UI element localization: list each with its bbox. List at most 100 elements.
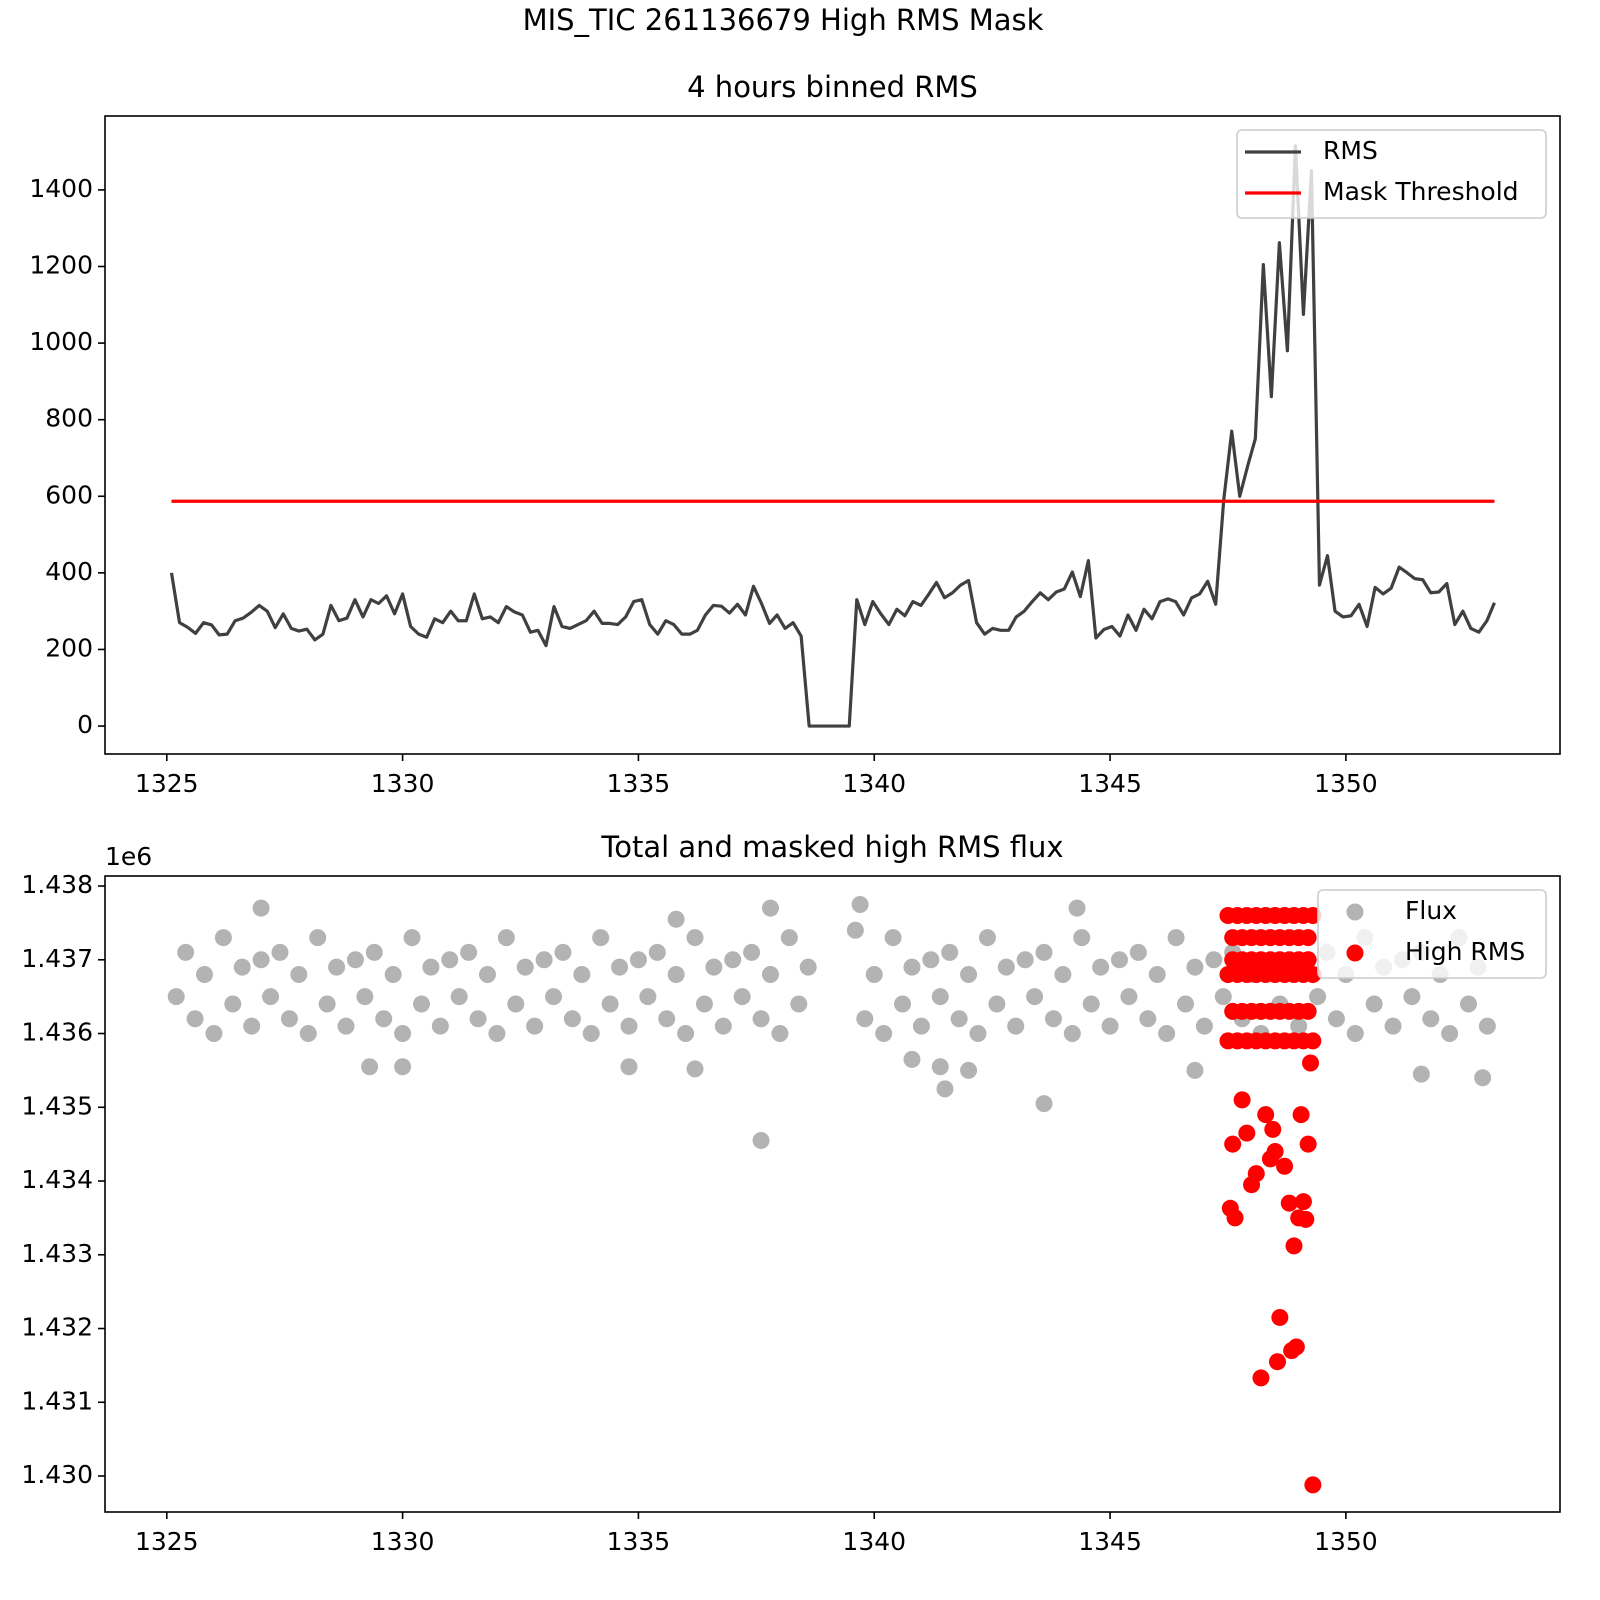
scatter-point bbox=[1285, 1237, 1303, 1255]
scatter-point bbox=[950, 1010, 968, 1028]
scatter-point bbox=[507, 995, 525, 1013]
y-tick-label: 600 bbox=[45, 480, 93, 509]
scatter-point bbox=[545, 988, 563, 1006]
scatter-point bbox=[1297, 1210, 1315, 1228]
scatter-point bbox=[695, 995, 713, 1013]
scatter-point bbox=[214, 929, 232, 947]
scatter-point bbox=[328, 958, 346, 976]
scatter-point bbox=[780, 929, 798, 947]
scatter-point bbox=[1177, 995, 1195, 1013]
scatter-point bbox=[1403, 988, 1421, 1006]
scatter-point bbox=[280, 1010, 298, 1028]
scatter-point bbox=[1205, 951, 1223, 969]
axes-frame bbox=[104, 875, 1561, 1513]
scatter-point bbox=[365, 943, 383, 961]
scatter-point bbox=[224, 995, 242, 1013]
y-tick-label: 1400 bbox=[29, 174, 93, 203]
scatter-point bbox=[1304, 966, 1322, 984]
y-tick-label: 800 bbox=[45, 404, 93, 433]
scatter-point bbox=[582, 1025, 600, 1043]
scatter-point bbox=[1384, 1017, 1402, 1035]
legend-label: RMS bbox=[1323, 136, 1378, 165]
scatter-point bbox=[724, 951, 742, 969]
y-tick-label: 1.433 bbox=[21, 1239, 93, 1268]
scatter-point bbox=[851, 895, 869, 913]
scatter-point bbox=[1224, 1135, 1242, 1153]
x-tick-label: 1325 bbox=[135, 769, 199, 798]
scatter-point bbox=[1302, 1054, 1320, 1072]
scatter-point bbox=[1068, 899, 1086, 917]
scatter-point bbox=[705, 958, 723, 976]
scatter-point bbox=[997, 958, 1015, 976]
scatter-point bbox=[1195, 1017, 1213, 1035]
scatter-point bbox=[846, 921, 864, 939]
scatter-point bbox=[639, 988, 657, 1006]
y-tick-label: 1.435 bbox=[21, 1091, 93, 1120]
scatter-point bbox=[252, 899, 270, 917]
legend-swatch bbox=[1346, 903, 1364, 921]
scatter-point bbox=[894, 995, 912, 1013]
scatter-point bbox=[941, 943, 959, 961]
scatter-point bbox=[290, 966, 308, 984]
scatter-point bbox=[1082, 995, 1100, 1013]
scatter-point bbox=[186, 1010, 204, 1028]
scatter-point bbox=[658, 1010, 676, 1028]
legend-box bbox=[1317, 889, 1547, 979]
scatter-point bbox=[422, 958, 440, 976]
scatter-point bbox=[667, 966, 685, 984]
plot-area bbox=[167, 895, 1496, 1494]
scatter-point bbox=[384, 966, 402, 984]
scatter-point bbox=[875, 1025, 893, 1043]
scatter-point bbox=[535, 951, 553, 969]
scatter-point bbox=[526, 1017, 544, 1035]
x-tick-label: 1330 bbox=[371, 1527, 435, 1556]
y-tick-label: 400 bbox=[45, 557, 93, 586]
scatter-point bbox=[403, 929, 421, 947]
scatter-point bbox=[1101, 1017, 1119, 1035]
scatter-point bbox=[233, 958, 251, 976]
y-tick-label: 1.437 bbox=[21, 944, 93, 973]
scatter-point bbox=[478, 966, 496, 984]
axes-frame bbox=[104, 115, 1561, 755]
scatter-point bbox=[1422, 1010, 1440, 1028]
scatter-point bbox=[497, 929, 515, 947]
scatter-point bbox=[1264, 1120, 1282, 1138]
x-tick-label: 1350 bbox=[1314, 769, 1378, 798]
scatter-point bbox=[611, 958, 629, 976]
plot-area bbox=[169, 144, 1496, 728]
scatter-point bbox=[299, 1025, 317, 1043]
scatter-point bbox=[761, 966, 779, 984]
y-tick-label: 200 bbox=[45, 633, 93, 662]
scatter-point bbox=[1478, 1017, 1496, 1035]
scatter-point bbox=[592, 929, 610, 947]
y-tick-label: 1.436 bbox=[21, 1018, 93, 1047]
scatter-point bbox=[1026, 988, 1044, 1006]
scatter-point bbox=[1110, 951, 1128, 969]
scatter-point bbox=[922, 951, 940, 969]
scatter-point bbox=[743, 943, 761, 961]
scatter-point bbox=[1290, 1017, 1308, 1035]
scatter-point bbox=[1035, 943, 1053, 961]
legend-label: Mask Threshold bbox=[1323, 177, 1519, 206]
scatter-point bbox=[601, 995, 619, 1013]
scatter-point bbox=[1309, 988, 1327, 1006]
scatter-point bbox=[309, 929, 327, 947]
scatter-point bbox=[969, 1025, 987, 1043]
x-tick-label: 1345 bbox=[1078, 769, 1142, 798]
scatter-point bbox=[1299, 929, 1317, 947]
x-tick-label: 1330 bbox=[371, 769, 435, 798]
scatter-point bbox=[1167, 929, 1185, 947]
scatter-point bbox=[912, 1017, 930, 1035]
scatter-point bbox=[931, 988, 949, 1006]
scatter-point bbox=[978, 929, 996, 947]
scatter-point bbox=[1007, 1017, 1025, 1035]
scatter-point bbox=[1092, 958, 1110, 976]
scatter-point bbox=[1304, 907, 1322, 925]
figure-title: MIS_TIC 261136679 High RMS Mask bbox=[523, 3, 1044, 37]
scatter-point bbox=[1412, 1065, 1430, 1083]
scatter-point bbox=[356, 988, 374, 1006]
scatter-point bbox=[1226, 1209, 1244, 1227]
